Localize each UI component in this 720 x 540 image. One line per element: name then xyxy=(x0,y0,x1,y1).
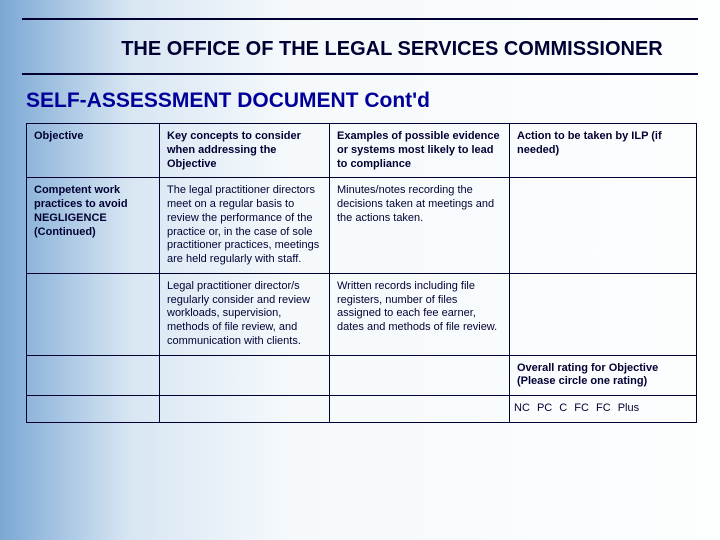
cell-empty xyxy=(160,355,330,396)
table-row: Competent work practices to avoid NEGLIG… xyxy=(27,178,697,274)
cell-empty xyxy=(160,396,330,423)
cell-empty xyxy=(27,396,160,423)
col-header-action: Action to be taken by ILP (if needed) xyxy=(510,124,697,178)
cell-concepts: Legal practitioner director/s regularly … xyxy=(160,273,330,355)
cell-ratings: NC PC C FC FC Plus xyxy=(510,396,697,423)
slide: THE OFFICE OF THE LEGAL SERVICES COMMISS… xyxy=(0,0,720,540)
cell-empty xyxy=(330,396,510,423)
assessment-table: Objective Key concepts to consider when … xyxy=(26,123,697,423)
cell-objective xyxy=(27,273,160,355)
cell-overall-label: Overall rating for Objective (Please cir… xyxy=(510,355,697,396)
col-header-examples: Examples of possible evidence or systems… xyxy=(330,124,510,178)
table-row: Legal practitioner director/s regularly … xyxy=(27,273,697,355)
col-header-objective: Objective xyxy=(27,124,160,178)
cell-action xyxy=(510,178,697,274)
cell-action xyxy=(510,273,697,355)
cell-concepts: The legal practitioner directors meet on… xyxy=(160,178,330,274)
table-row-overall: Overall rating for Objective (Please cir… xyxy=(27,355,697,396)
cell-objective: Competent work practices to avoid NEGLIG… xyxy=(27,178,160,274)
page-title: THE OFFICE OF THE LEGAL SERVICES COMMISS… xyxy=(22,38,698,63)
cell-examples: Minutes/notes recording the decisions ta… xyxy=(330,178,510,274)
table-header-row: Objective Key concepts to consider when … xyxy=(27,124,697,178)
rule-top xyxy=(22,18,698,20)
table-row-ratings: NC PC C FC FC Plus xyxy=(27,396,697,423)
cell-examples: Written records including file registers… xyxy=(330,273,510,355)
cell-empty xyxy=(27,355,160,396)
rule-mid xyxy=(22,73,698,75)
page-subtitle: SELF-ASSESSMENT DOCUMENT Cont'd xyxy=(22,89,698,113)
col-header-concepts: Key concepts to consider when addressing… xyxy=(160,124,330,178)
cell-empty xyxy=(330,355,510,396)
